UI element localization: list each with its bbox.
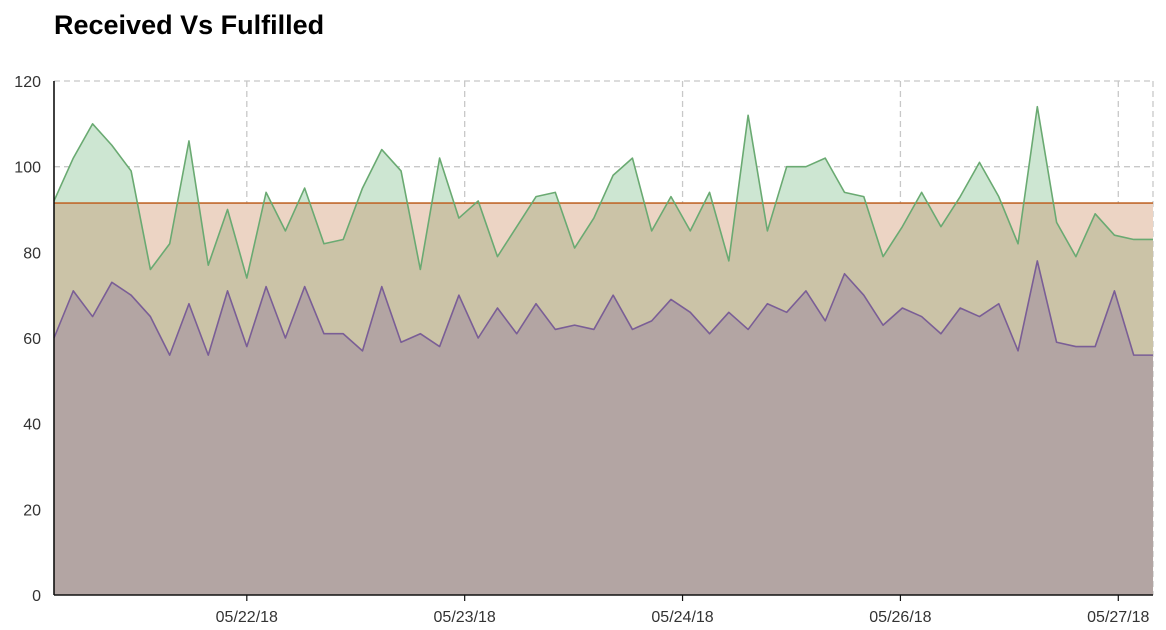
axis-layer: 0 20 40 60 80 100 120 05/22/18 05/23/18 05/24/18 0… xyxy=(14,74,1153,626)
y-tick-label: 100 xyxy=(14,160,41,177)
upper-series-line xyxy=(53,105,1153,279)
area-layer xyxy=(54,106,1153,595)
y-tick-label: 80 xyxy=(23,245,41,262)
chart-title: Received Vs Fulfilled xyxy=(54,10,325,40)
y-tick-label: 120 xyxy=(14,74,41,91)
y-tick-label: 0 xyxy=(32,588,41,605)
lower-series-area xyxy=(54,260,1153,595)
y-tick-label: 40 xyxy=(23,417,41,434)
x-tick-label: 05/27/18 xyxy=(1087,609,1149,626)
x-tick-label: 05/24/18 xyxy=(651,609,713,626)
x-tick-label: 05/22/18 xyxy=(216,609,278,626)
y-tick-label: 20 xyxy=(23,502,41,519)
line-layer xyxy=(53,105,1153,356)
x-tick-label: 05/26/18 xyxy=(869,609,931,626)
lower-series-line xyxy=(53,260,1153,356)
x-tick-label: 05/23/18 xyxy=(434,609,496,626)
y-tick-label: 60 xyxy=(23,331,41,348)
